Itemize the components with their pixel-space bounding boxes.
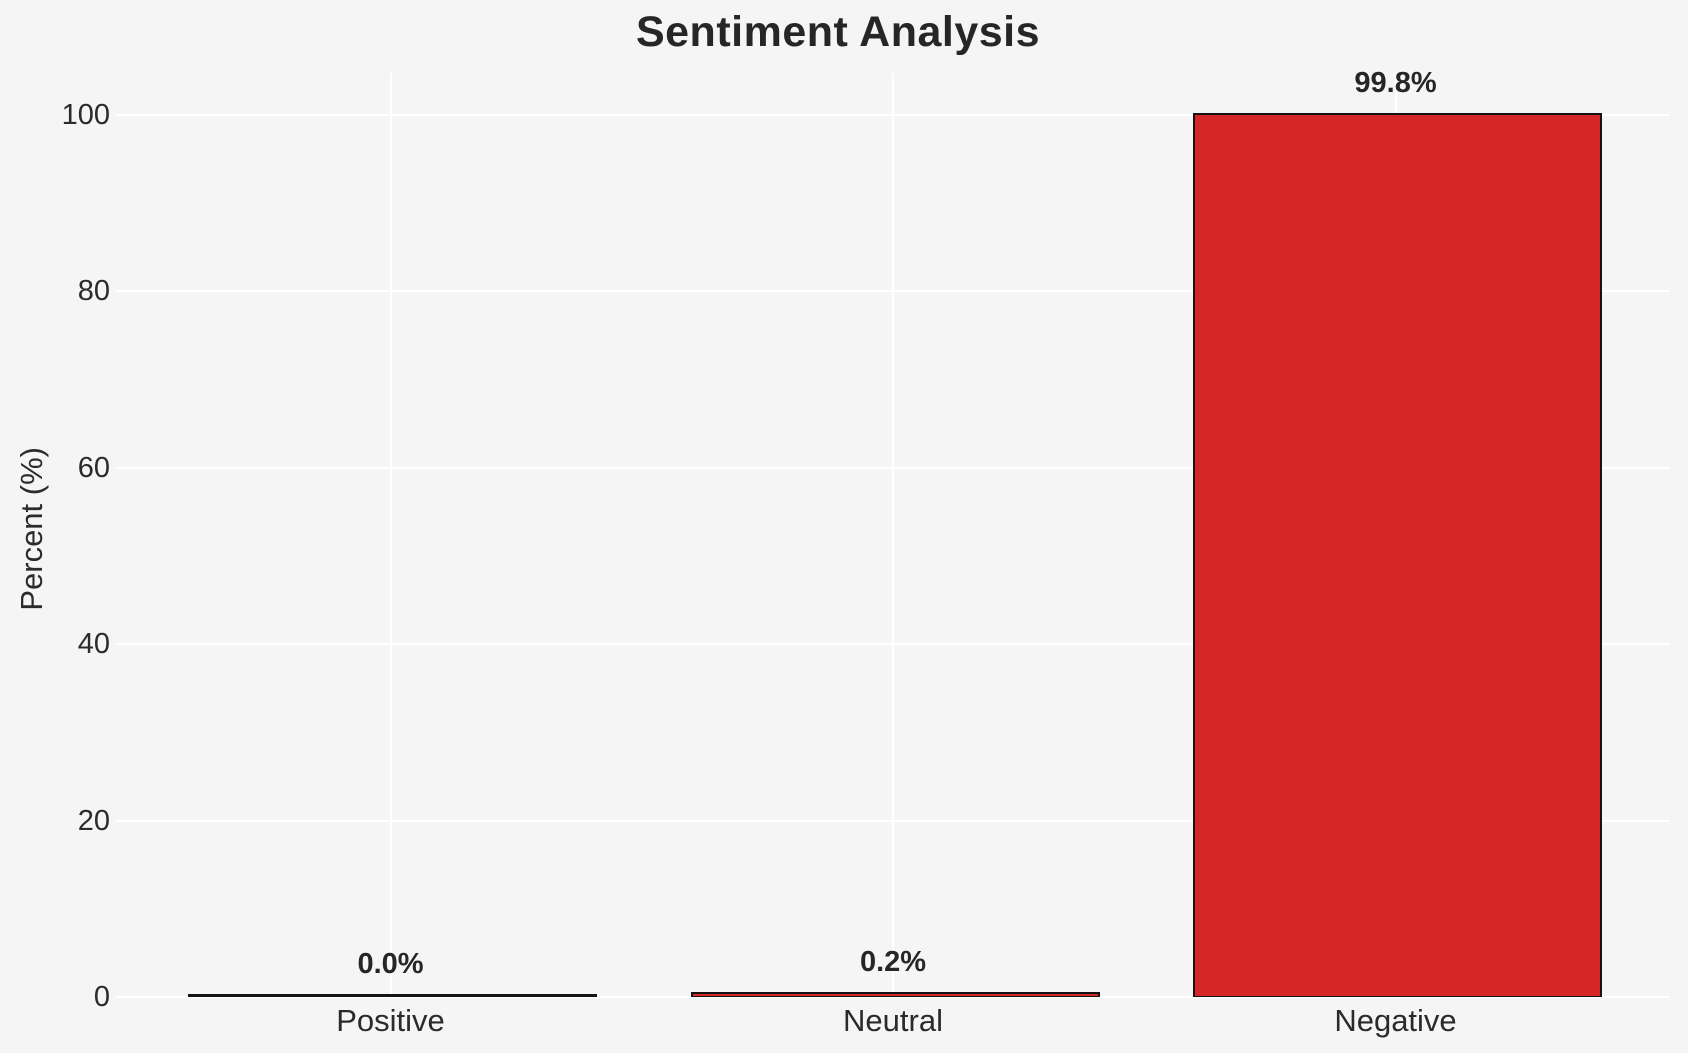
x-tick-label-positive: Positive	[336, 1003, 445, 1038]
y-tick-label: 40	[77, 628, 110, 661]
bar-value-label: 0.2%	[859, 946, 927, 979]
x-tick-label-negative: Negative	[1334, 1003, 1457, 1038]
bar-positive	[188, 994, 597, 997]
bar-value-label: 0.0%	[357, 948, 424, 980]
gridline-vertical	[892, 73, 894, 997]
y-tick-label: 20	[77, 804, 110, 837]
y-tick-label: 100	[61, 98, 110, 131]
y-tick-label: 60	[77, 451, 110, 484]
bar-value-label: 99.8%	[1354, 67, 1437, 100]
chart-title: Sentiment Analysis	[635, 8, 1041, 56]
y-tick-label: 80	[77, 275, 110, 308]
x-tick-label-neutral: Neutral	[843, 1003, 943, 1038]
gridline-horizontal	[115, 996, 1670, 998]
bar-negative	[1193, 113, 1602, 997]
plot-area: 0.0% 0.2% 99.8%	[115, 67, 1670, 998]
bar-neutral	[690, 992, 1100, 997]
y-tick-label: 0	[93, 981, 110, 1013]
gridline-vertical	[389, 73, 392, 997]
